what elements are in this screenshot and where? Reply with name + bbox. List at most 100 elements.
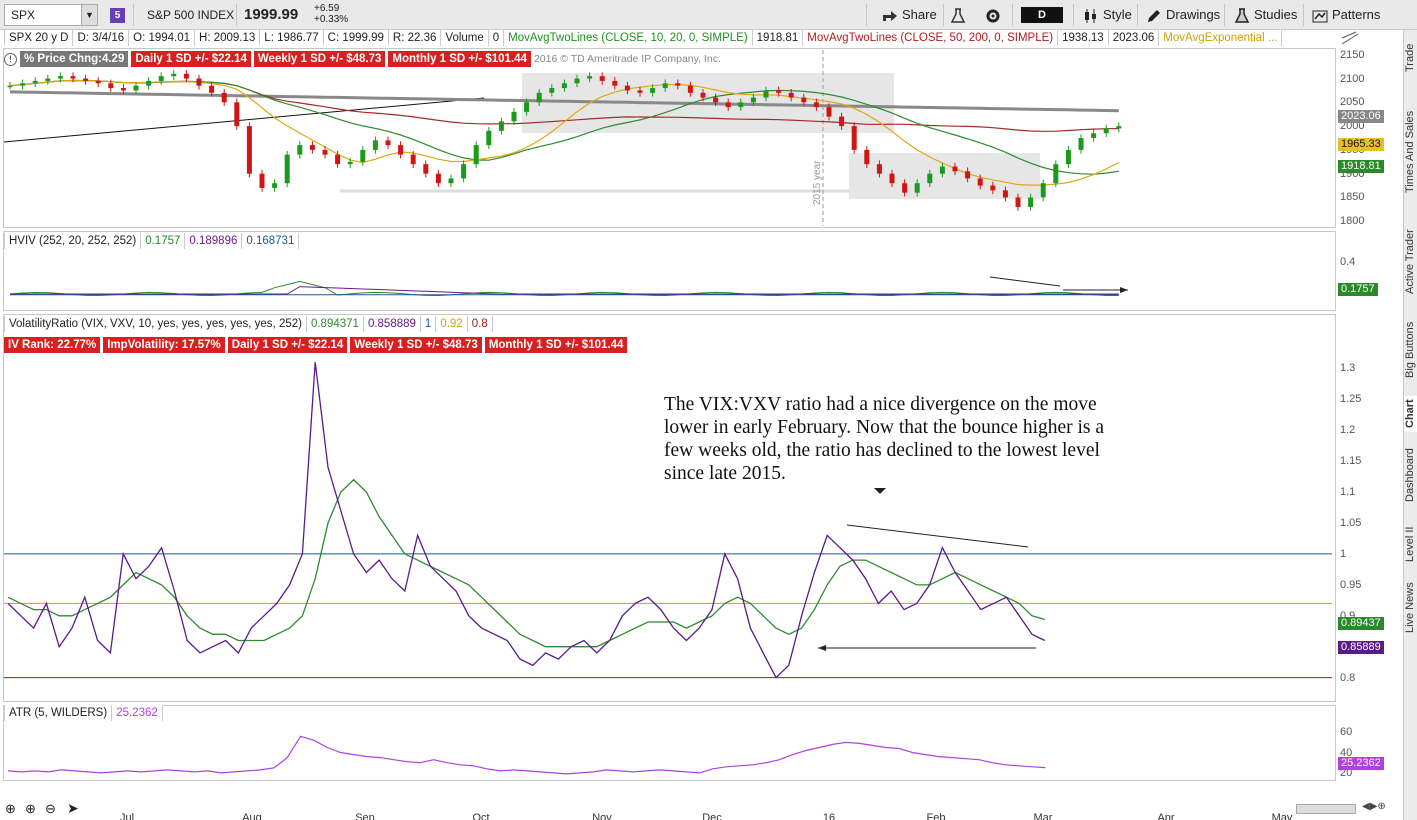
candle-body xyxy=(750,97,756,103)
settings-button[interactable] xyxy=(985,3,1005,27)
scroll-controls[interactable]: ◀▶⊕ xyxy=(1362,801,1386,812)
atr-value: 25.2362 xyxy=(111,705,163,721)
candle-body xyxy=(297,145,303,155)
price-change: +6.59 +0.33% xyxy=(314,3,348,25)
ratio-y-tick: 1.15 xyxy=(1340,455,1362,468)
tab-live-news[interactable]: Live News xyxy=(1404,582,1416,634)
tab-level-ii[interactable]: Level II xyxy=(1404,526,1416,562)
candle-body xyxy=(965,171,971,179)
candle-body xyxy=(650,88,656,93)
zoom-out-icon[interactable]: ⊖ xyxy=(45,801,56,816)
price-y-tick: 2100 xyxy=(1340,72,1365,85)
status-volume-label: Volume xyxy=(440,30,489,46)
tab-chart[interactable]: Chart xyxy=(1404,396,1417,432)
candle-body xyxy=(977,178,983,186)
price-panel xyxy=(3,48,1336,228)
hviv-title: HVIV (252, 20, 252, 252) xyxy=(4,233,142,249)
flask-studies-icon xyxy=(1234,7,1250,23)
candle-body xyxy=(57,76,63,79)
arrow-head xyxy=(818,645,826,651)
atr-title: ATR (5, WILDERS) xyxy=(4,705,113,721)
patterns-button[interactable]: Patterns xyxy=(1312,3,1380,27)
candle-body xyxy=(183,73,189,79)
vr-title-row: VolatilityRatio (VIX, VXV, 10, yes, yes,… xyxy=(4,316,493,332)
symbol-input[interactable]: SPX ▼ xyxy=(4,4,98,26)
vr-weekly-sd-label: Weekly 1 SD +/- $48.73 xyxy=(350,337,482,353)
price-y-tick: 2000 xyxy=(1340,120,1365,133)
drawings-label: Drawings xyxy=(1166,7,1221,22)
share-label: Share xyxy=(902,7,937,22)
separator xyxy=(866,4,867,26)
separator xyxy=(1073,4,1074,26)
ma200-line xyxy=(9,90,1119,113)
candle-body xyxy=(398,145,404,155)
consolidation-box xyxy=(849,153,1040,199)
ma-10-20-value: 1918.81 xyxy=(751,30,804,46)
candle-body xyxy=(902,183,908,193)
candle-body xyxy=(45,78,51,81)
ratio-y-tick: 0.8 xyxy=(1340,671,1356,684)
studies-label: Studies xyxy=(1254,7,1298,22)
atr-line xyxy=(7,735,1046,775)
weekly-sd-label: Weekly 1 SD +/- $48.73 xyxy=(253,51,386,67)
candle-body xyxy=(952,166,958,172)
zoom-in-icon[interactable]: ⊕ xyxy=(25,801,36,816)
vr-monthly-sd-label: Monthly 1 SD +/- $101.44 xyxy=(484,337,628,353)
tab-times-and-sales[interactable]: Times And Sales xyxy=(1404,110,1416,194)
share-button[interactable]: Share xyxy=(882,3,937,27)
x-axis-tick: Nov xyxy=(592,812,612,820)
timeframe-button[interactable]: D xyxy=(1021,7,1063,23)
annotation-text: The VIX:VXV ratio had a nice divergence … xyxy=(664,394,1105,484)
change-value: +6.59 xyxy=(314,3,340,14)
draw-trend-icon[interactable] xyxy=(1340,30,1360,46)
status-high: H: 2009.13 xyxy=(194,30,261,46)
atr-panel xyxy=(3,705,1336,781)
candle-body xyxy=(461,164,467,179)
reset-zoom-icon[interactable]: ⊕ xyxy=(5,801,16,816)
style-button[interactable]: Style xyxy=(1083,3,1132,27)
candle-body xyxy=(763,90,769,98)
tab-dashboard[interactable]: Dashboard xyxy=(1404,448,1416,502)
hviv-green-line xyxy=(9,280,1119,297)
chart-canvas[interactable]: 2015 year xyxy=(0,0,1403,800)
separator xyxy=(133,4,134,26)
candle-body xyxy=(1091,133,1097,138)
candle-body xyxy=(234,102,240,127)
candle-body xyxy=(498,121,504,131)
scrollbar[interactable] xyxy=(1296,804,1356,814)
hviv-value-tag: 0.1757 xyxy=(1338,283,1378,296)
tab-big-buttons[interactable]: Big Buttons xyxy=(1404,321,1416,379)
x-axis-tick: Jul xyxy=(119,812,135,820)
candle-body xyxy=(435,173,441,184)
candle-body xyxy=(587,76,593,79)
info-icon[interactable]: ! xyxy=(4,53,17,66)
pencil-icon xyxy=(1148,9,1160,22)
candle-body xyxy=(876,164,882,174)
ratio-ma-line xyxy=(7,478,1045,648)
ratio-ma-value-tag: 0.89437 xyxy=(1338,617,1384,630)
candle-body xyxy=(1028,197,1034,207)
ma-200-value: 2023.06 xyxy=(1107,30,1160,46)
candle-body xyxy=(700,92,706,98)
cursor-icon[interactable]: ➤ xyxy=(67,800,79,816)
symbol-text: SPX xyxy=(11,8,36,22)
tab-active-trader[interactable]: Active Trader xyxy=(1404,229,1416,295)
candle-body xyxy=(146,80,152,86)
candle-body xyxy=(813,102,819,108)
candle-body xyxy=(259,173,265,188)
atr-title-row: ATR (5, WILDERS) 25.2362 xyxy=(4,705,163,721)
ma-50-value: 1938.13 xyxy=(1057,30,1109,46)
studies-button[interactable]: Studies xyxy=(1234,3,1297,27)
flask-button[interactable] xyxy=(950,3,970,27)
right-sidebar: Trade Times And Sales Active Trader Big … xyxy=(1403,30,1417,820)
candle-body xyxy=(839,116,845,127)
candle-body xyxy=(939,166,945,174)
hviv-panel xyxy=(3,231,1336,311)
tab-trade[interactable]: Trade xyxy=(1404,43,1416,73)
link-badge[interactable]: 5 xyxy=(110,8,125,23)
drawings-button[interactable]: Drawings xyxy=(1146,3,1220,27)
candle-body xyxy=(536,92,542,103)
atr-y-tick: 60 xyxy=(1340,726,1353,739)
symbol-dropdown-icon[interactable]: ▼ xyxy=(81,5,97,25)
candle-body xyxy=(335,154,341,165)
